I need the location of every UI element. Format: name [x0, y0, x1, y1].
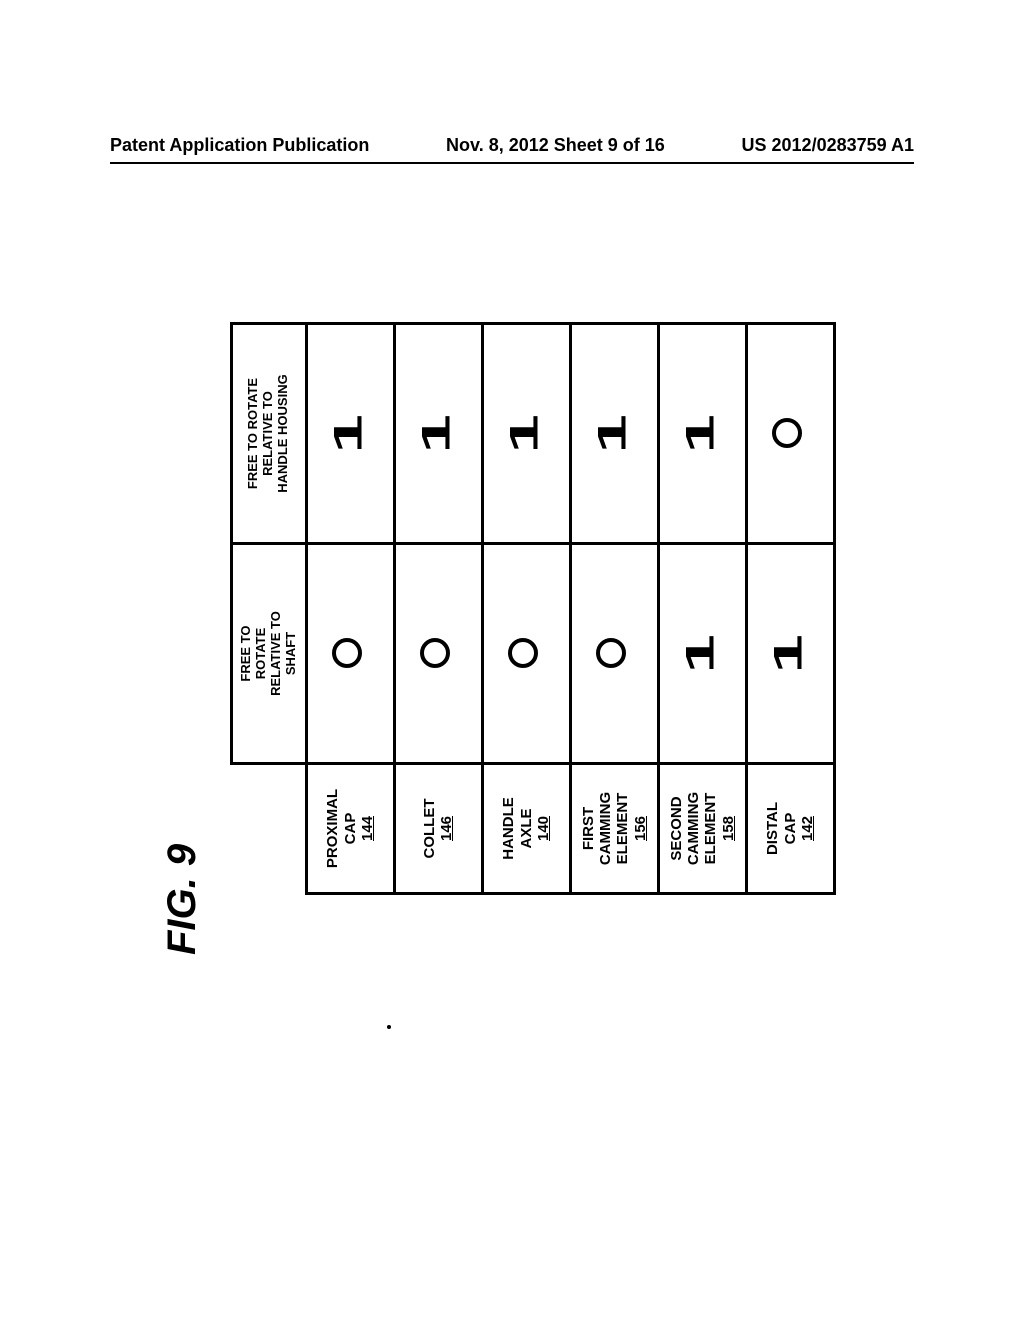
table-cell: 1	[658, 324, 746, 544]
row-header: SECONDCAMMINGELEMENT158	[658, 764, 746, 894]
symbol-circle	[596, 639, 626, 669]
table-row: COLLET146 1	[394, 324, 482, 894]
rotation-table-wrap: FREE TOROTATERELATIVE TOSHAFT FREE TO RO…	[230, 325, 836, 895]
table-corner-blank	[232, 764, 307, 894]
table-row: SECONDCAMMINGELEMENT158 1 1	[658, 324, 746, 894]
symbol-one: 1	[417, 414, 457, 453]
symbol-one: 1	[505, 414, 545, 453]
rotation-table: FREE TOROTATERELATIVE TOSHAFT FREE TO RO…	[230, 322, 836, 895]
table-cell	[746, 324, 834, 544]
figure-caption: FIG. 9	[160, 844, 205, 955]
table-cell: 1	[658, 544, 746, 764]
table-cell	[394, 544, 482, 764]
symbol-circle	[508, 639, 538, 669]
table-cell: 1	[306, 324, 394, 544]
stray-dot	[387, 1025, 391, 1029]
page: Patent Application Publication Nov. 8, 2…	[0, 0, 1024, 1320]
symbol-circle	[332, 639, 362, 669]
table-cell	[482, 544, 570, 764]
table-row: FIRSTCAMMINGELEMENT156 1	[570, 324, 658, 894]
header-right: US 2012/0283759 A1	[742, 135, 914, 156]
table-cell	[570, 544, 658, 764]
col-header-shaft: FREE TOROTATERELATIVE TOSHAFT	[232, 544, 307, 764]
table-cell: 1	[394, 324, 482, 544]
row-header: HANDLEAXLE140	[482, 764, 570, 894]
row-header: COLLET146	[394, 764, 482, 894]
page-header: Patent Application Publication Nov. 8, 2…	[110, 135, 914, 164]
row-header: FIRSTCAMMINGELEMENT156	[570, 764, 658, 894]
header-left: Patent Application Publication	[110, 135, 369, 156]
header-center: Nov. 8, 2012 Sheet 9 of 16	[446, 135, 665, 156]
table-cell: 1	[570, 324, 658, 544]
table-row: DISTALCAP142 1	[746, 324, 834, 894]
table-row: HANDLEAXLE140 1	[482, 324, 570, 894]
symbol-one: 1	[593, 414, 633, 453]
symbol-one: 1	[769, 634, 809, 673]
symbol-circle	[420, 639, 450, 669]
row-header: DISTALCAP142	[746, 764, 834, 894]
symbol-circle	[772, 419, 802, 449]
symbol-one: 1	[681, 634, 721, 673]
table-cell: 1	[482, 324, 570, 544]
table-body: PROXIMALCAP1441COLLET1461HANDLEAXLE1401F…	[306, 324, 834, 894]
symbol-one: 1	[681, 414, 721, 453]
col-header-housing: FREE TO ROTATERELATIVE TOHANDLE HOUSING	[232, 324, 307, 544]
table-row: PROXIMALCAP144 1	[306, 324, 394, 894]
symbol-one: 1	[329, 414, 369, 453]
table-cell: 1	[746, 544, 834, 764]
row-header: PROXIMALCAP144	[306, 764, 394, 894]
table-cell	[306, 544, 394, 764]
